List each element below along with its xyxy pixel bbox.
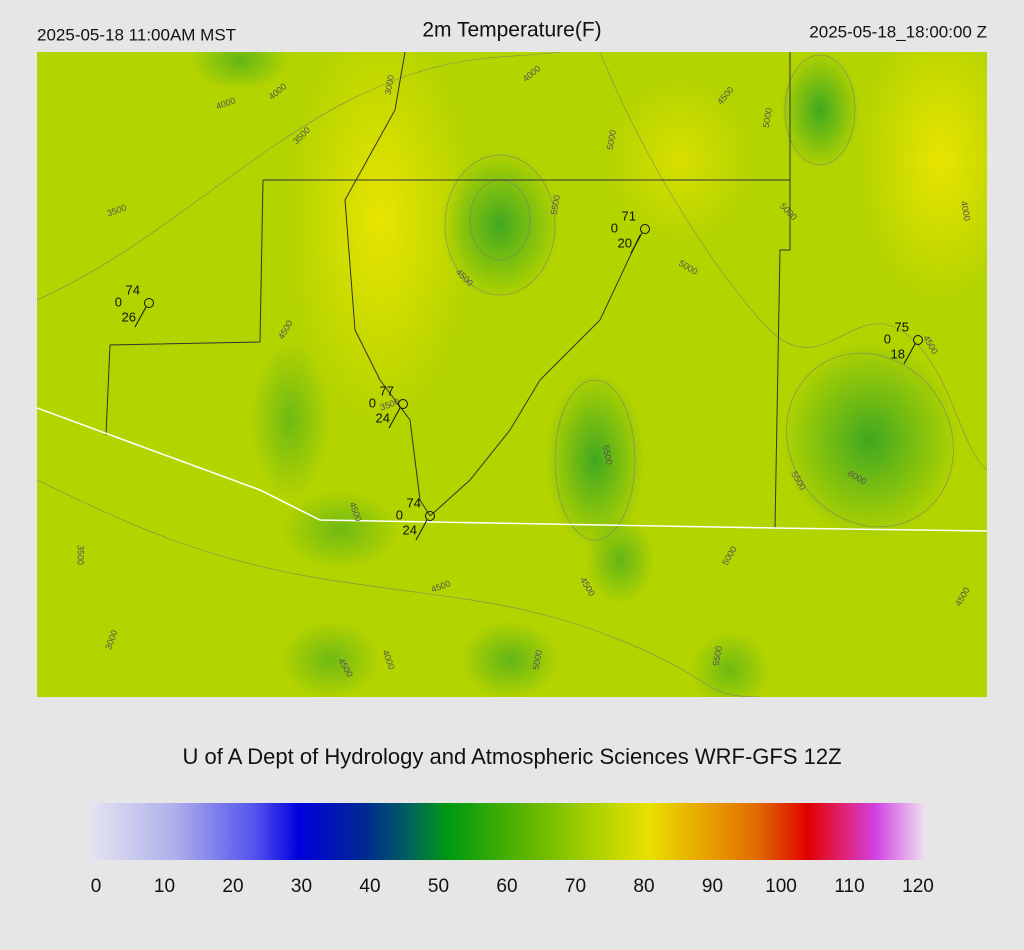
colorbar-tick-label: 50 (428, 876, 449, 897)
station-wind: 0 (115, 294, 122, 309)
station-dew: 18 (891, 346, 905, 361)
contour-label: 3500 (76, 545, 86, 565)
wind-barb (134, 306, 147, 328)
contour-label: 5500 (711, 645, 724, 666)
contour-label: 4000 (959, 200, 972, 221)
contour-label: 5000 (531, 649, 544, 670)
wind-barb (903, 343, 916, 365)
station-circle (913, 335, 923, 345)
colorbar-tick-label: 110 (834, 876, 864, 897)
station-temp: 71 (622, 208, 636, 223)
contour-label: 5500 (601, 444, 614, 465)
colorbar-tick-label: 60 (496, 876, 517, 897)
station-circle (425, 511, 435, 521)
utc-time: 2025-05-18_18:00:00 Z (809, 22, 987, 41)
station-dew: 20 (618, 235, 632, 250)
colorbar-tick-label: 90 (702, 876, 723, 897)
wind-barb (630, 232, 643, 254)
station-temp: 74 (407, 495, 421, 510)
station-circle (398, 399, 408, 409)
contour-label: 5500 (549, 194, 562, 215)
wind-barb (388, 407, 401, 429)
station-circle (144, 298, 154, 308)
colorbar-tick-label: 40 (359, 876, 380, 897)
map (37, 52, 987, 697)
map-title: 2m Temperature(F) (422, 19, 601, 42)
credit: U of A Dept of Hydrology and Atmospheric… (182, 744, 841, 769)
station-dew: 24 (403, 522, 417, 537)
station-dew: 24 (376, 410, 390, 425)
colorbar-tick-label: 120 (902, 876, 934, 897)
station-temp: 74 (126, 282, 140, 297)
station-dew: 26 (122, 309, 136, 324)
station-temp: 77 (380, 383, 394, 398)
contour-label: 5000 (761, 107, 774, 128)
colorbar-tick-label: 20 (222, 876, 243, 897)
station-circle (640, 224, 650, 234)
colorbar-tick-label: 0 (91, 876, 102, 897)
station-temp: 75 (895, 319, 909, 334)
contour-label: 3000 (383, 74, 396, 95)
station-wind: 0 (396, 507, 403, 522)
station-wind: 0 (611, 220, 618, 235)
colorbar-tick-label: 70 (565, 876, 586, 897)
valid-time: 2025-05-18 11:00AM MST (37, 25, 236, 44)
contour-label: 5000 (605, 129, 618, 150)
colorbar-tick-label: 80 (633, 876, 654, 897)
colorbar-tick-label: 30 (291, 876, 312, 897)
colorbar (90, 803, 925, 860)
station-wind: 0 (369, 395, 376, 410)
wind-barb (415, 519, 428, 541)
colorbar-tick-label: 10 (154, 876, 175, 897)
station-wind: 0 (884, 331, 891, 346)
colorbar-tick-label: 100 (765, 876, 797, 897)
